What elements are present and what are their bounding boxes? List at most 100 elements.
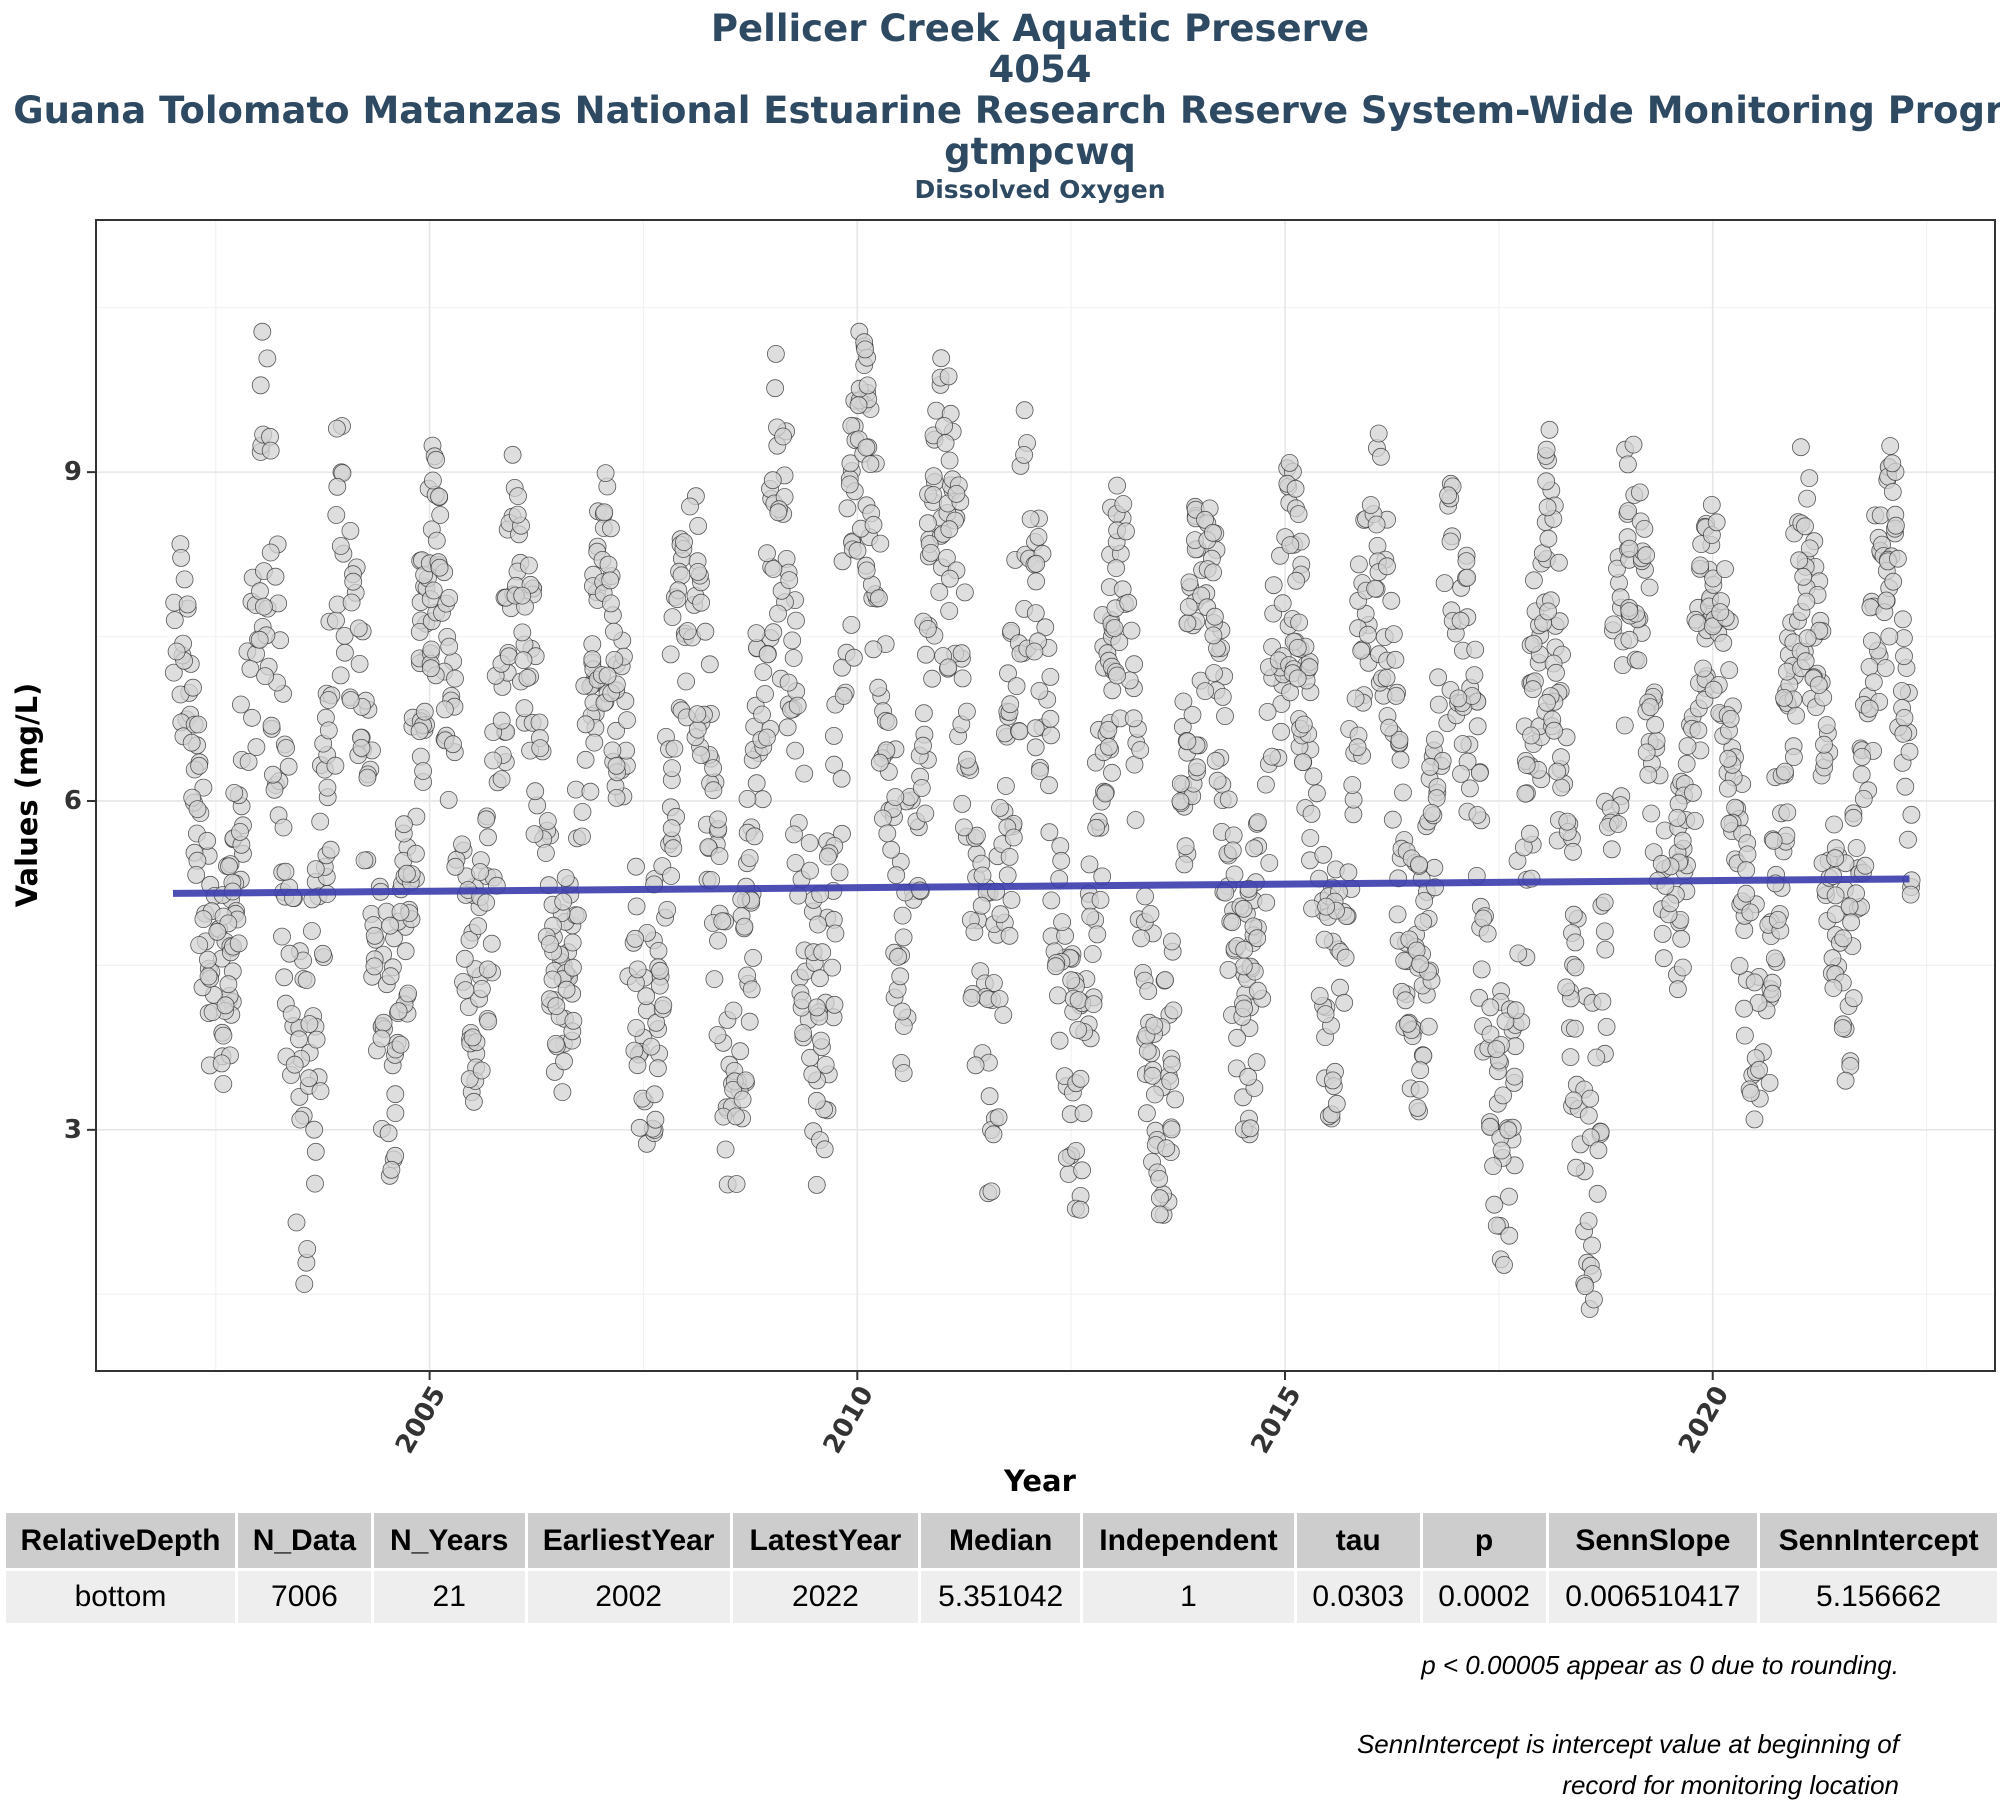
data-point <box>1366 579 1384 598</box>
data-point <box>254 597 273 616</box>
data-point <box>710 847 729 865</box>
data-point <box>440 589 459 607</box>
data-point <box>952 644 971 663</box>
data-point <box>1487 1040 1506 1058</box>
data-point <box>515 699 534 717</box>
data-point <box>1726 798 1744 817</box>
y-tick-label: 6 <box>64 786 82 816</box>
data-point <box>672 566 691 585</box>
data-point <box>663 608 682 626</box>
data-point <box>1860 658 1879 676</box>
data-point <box>440 637 459 656</box>
data-point <box>1468 717 1487 736</box>
data-point <box>274 818 293 837</box>
data-point <box>290 1030 308 1049</box>
data-point <box>1684 783 1702 802</box>
cell-p: 0.0002 <box>1421 1568 1549 1623</box>
data-point <box>894 928 913 947</box>
data-point <box>605 622 623 641</box>
data-point <box>736 1071 755 1090</box>
data-point <box>239 753 258 771</box>
data-point <box>1557 978 1576 997</box>
data-point <box>1103 681 1122 700</box>
data-point <box>1315 930 1334 949</box>
data-point <box>1642 804 1661 823</box>
data-point <box>1258 703 1277 721</box>
data-point <box>627 1019 646 1037</box>
data-point <box>1540 420 1559 439</box>
data-point <box>1545 721 1563 740</box>
data-point <box>1025 642 1044 661</box>
data-point <box>989 1108 1008 1127</box>
data-point <box>984 1125 1003 1144</box>
data-point <box>1410 1080 1429 1099</box>
data-point <box>1524 680 1542 699</box>
x-tick-label: 2010 <box>818 1381 880 1459</box>
data-point <box>187 866 206 884</box>
data-point <box>1863 632 1881 650</box>
data-point <box>809 915 827 934</box>
data-point <box>1730 957 1749 975</box>
data-point <box>1796 517 1814 536</box>
data-point <box>825 727 843 745</box>
data-point <box>306 860 325 878</box>
data-point <box>1411 955 1429 973</box>
data-point <box>1335 993 1354 1012</box>
chart-title-line2: 4054 <box>988 48 1092 91</box>
data-point <box>358 768 377 787</box>
data-point <box>1809 676 1828 694</box>
data-point <box>1641 698 1660 716</box>
data-point <box>583 635 602 653</box>
data-point <box>842 616 861 634</box>
data-point <box>439 791 458 809</box>
data-point <box>305 1120 324 1139</box>
data-point <box>834 687 853 705</box>
data-point <box>858 376 877 395</box>
data-point <box>1175 855 1194 874</box>
data-point <box>962 989 981 1007</box>
stats-row: bottom 7006 21 2002 2022 5.351042 1 0.03… <box>6 1568 2000 1623</box>
data-point <box>840 475 859 494</box>
data-point <box>335 643 354 662</box>
data-point <box>956 583 974 602</box>
data-point <box>1273 594 1292 613</box>
trend-line-layer <box>172 875 1910 897</box>
data-point <box>857 438 876 457</box>
data-point <box>430 487 449 506</box>
data-point <box>1029 528 1048 546</box>
data-point <box>958 750 976 769</box>
data-point <box>990 990 1009 1008</box>
data-point <box>391 903 410 921</box>
data-point <box>382 1160 401 1179</box>
data-point <box>349 619 368 638</box>
data-point <box>1421 757 1440 776</box>
data-point <box>1046 957 1065 976</box>
data-point <box>1637 743 1656 762</box>
data-point <box>1178 732 1197 751</box>
data-point <box>1465 666 1484 684</box>
data-point <box>709 810 727 829</box>
data-point <box>767 344 785 363</box>
data-point <box>1427 789 1446 807</box>
data-point <box>1798 489 1816 508</box>
data-point <box>1539 529 1558 548</box>
data-point <box>1426 730 1444 749</box>
data-point <box>783 631 802 650</box>
data-point <box>816 1056 835 1074</box>
data-point <box>1040 776 1058 795</box>
data-point <box>300 1069 318 1088</box>
data-point <box>886 788 905 806</box>
data-point <box>662 819 681 838</box>
data-point <box>469 917 488 935</box>
data-point <box>753 705 771 724</box>
data-point <box>258 349 277 368</box>
data-point <box>916 804 935 823</box>
data-point <box>628 1056 647 1075</box>
data-point <box>1138 1042 1157 1060</box>
data-point <box>939 658 958 677</box>
data-point <box>1883 482 1902 501</box>
data-point <box>1745 973 1764 992</box>
data-point <box>456 981 475 999</box>
data-point <box>541 935 559 953</box>
data-point <box>1567 1158 1585 1177</box>
